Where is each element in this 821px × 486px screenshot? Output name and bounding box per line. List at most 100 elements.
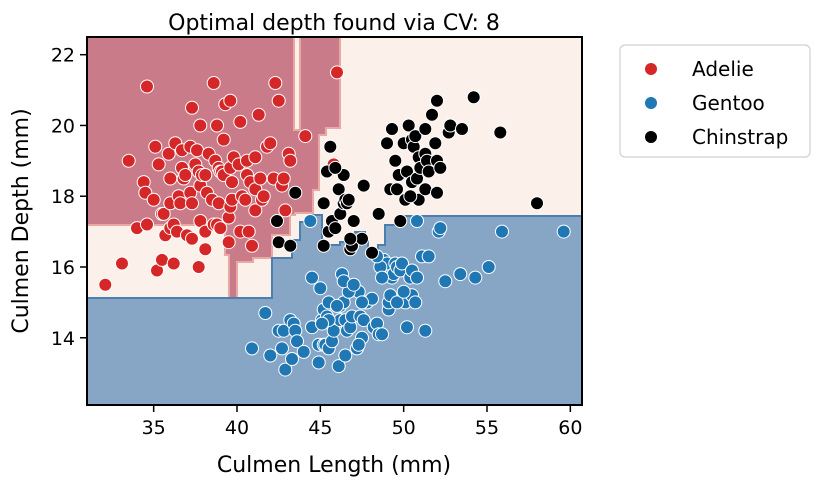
data-point-gentoo (438, 274, 453, 289)
data-point-adelie (238, 192, 253, 207)
data-point-gentoo (421, 249, 436, 264)
data-point-gentoo (278, 362, 293, 377)
data-point-adelie (140, 79, 154, 94)
data-point-gentoo (481, 260, 496, 274)
data-point-gentoo (346, 277, 361, 292)
y-axis-label: Culmen Depth (mm) (9, 108, 34, 333)
data-point-chinstrap (466, 90, 481, 105)
data-point-adelie (278, 203, 293, 218)
data-point-chinstrap (355, 231, 369, 246)
data-point-chinstrap (380, 136, 394, 151)
data-point-chinstrap (530, 196, 544, 211)
data-point-adelie (276, 171, 291, 186)
data-point-adelie (121, 153, 136, 168)
data-point-gentoo (410, 214, 424, 228)
data-point-chinstrap (408, 129, 423, 144)
data-point-gentoo (330, 298, 344, 313)
data-point-adelie (271, 93, 286, 108)
data-point-gentoo (296, 344, 311, 359)
data-point-chinstrap (430, 93, 444, 108)
data-point-gentoo (303, 214, 318, 228)
data-point-adelie (185, 100, 199, 115)
data-point-adelie (330, 65, 344, 80)
data-point-gentoo (433, 221, 448, 236)
data-point-adelie (263, 136, 278, 151)
data-point-gentoo (396, 284, 411, 299)
y-tick-label: 22 (51, 45, 75, 67)
data-point-gentoo (338, 348, 353, 363)
x-tick-label: 40 (225, 417, 249, 439)
data-point-gentoo (275, 341, 289, 356)
x-tick-label: 50 (392, 417, 416, 439)
legend-label-adelie: Adelie (692, 57, 754, 81)
data-point-gentoo (313, 281, 328, 296)
data-point-adelie (98, 277, 113, 292)
data-point-chinstrap (328, 160, 343, 175)
data-point-adelie (211, 196, 226, 211)
data-point-chinstrap (418, 182, 433, 197)
data-point-gentoo (400, 320, 414, 335)
data-point-chinstrap (316, 238, 331, 253)
data-point-chinstrap (343, 231, 358, 246)
data-point-gentoo (290, 334, 304, 349)
data-point-adelie (146, 192, 161, 207)
data-point-gentoo (468, 270, 483, 285)
legend-label-gentoo: Gentoo (692, 91, 765, 115)
data-point-adelie (210, 118, 224, 133)
data-point-gentoo (408, 295, 423, 310)
legend: Adelie Gentoo Chinstrap (619, 44, 811, 158)
x-axis-label: Culmen Length (mm) (217, 453, 451, 478)
data-point-gentoo (453, 267, 468, 282)
data-point-adelie (166, 256, 181, 271)
data-point-adelie (161, 146, 176, 161)
data-point-adelie (185, 196, 199, 211)
data-point-gentoo (245, 341, 259, 356)
data-point-adelie (216, 132, 231, 147)
x-tick-label: 45 (308, 417, 332, 439)
scatter-points (98, 65, 571, 377)
data-point-chinstrap (443, 118, 458, 133)
data-point-adelie (191, 260, 206, 274)
data-point-gentoo (305, 270, 319, 285)
data-point-chinstrap (421, 164, 436, 179)
data-point-adelie (248, 203, 263, 218)
data-point-chinstrap (323, 139, 338, 154)
x-tick-label: 55 (475, 417, 499, 439)
data-point-adelie (283, 153, 298, 168)
data-point-chinstrap (341, 192, 356, 207)
data-point-chinstrap (425, 107, 439, 122)
data-point-adelie (256, 189, 271, 204)
data-point-gentoo (351, 337, 366, 352)
data-point-gentoo (495, 224, 509, 239)
data-point-chinstrap (270, 214, 284, 228)
data-point-adelie (223, 93, 238, 108)
legend-marker-adelie (645, 63, 657, 75)
data-point-chinstrap (371, 206, 386, 221)
data-point-chinstrap (493, 125, 508, 140)
legend-marker-gentoo (645, 97, 657, 109)
data-point-adelie (233, 114, 248, 129)
data-point-adelie (178, 168, 193, 182)
data-point-gentoo (556, 224, 571, 239)
data-point-chinstrap (385, 122, 399, 136)
data-point-chinstrap (403, 189, 418, 204)
y-tick-label: 20 (51, 115, 75, 137)
x-tick-label: 60 (558, 417, 582, 439)
data-point-gentoo (258, 306, 273, 320)
legend-frame (619, 44, 811, 158)
data-point-adelie (185, 231, 199, 246)
data-point-chinstrap (430, 185, 444, 200)
data-point-gentoo (390, 295, 404, 310)
data-point-adelie (140, 217, 154, 232)
data-point-chinstrap (418, 122, 433, 136)
data-point-gentoo (356, 313, 371, 328)
y-tick-label: 14 (51, 328, 75, 350)
data-point-chinstrap (428, 136, 443, 151)
data-point-chinstrap (346, 214, 361, 228)
y-axis: 14 16 18 20 22 (51, 45, 87, 350)
data-point-adelie (155, 252, 169, 267)
data-point-adelie (251, 107, 266, 122)
data-point-adelie (253, 171, 268, 186)
data-point-chinstrap (393, 214, 408, 228)
